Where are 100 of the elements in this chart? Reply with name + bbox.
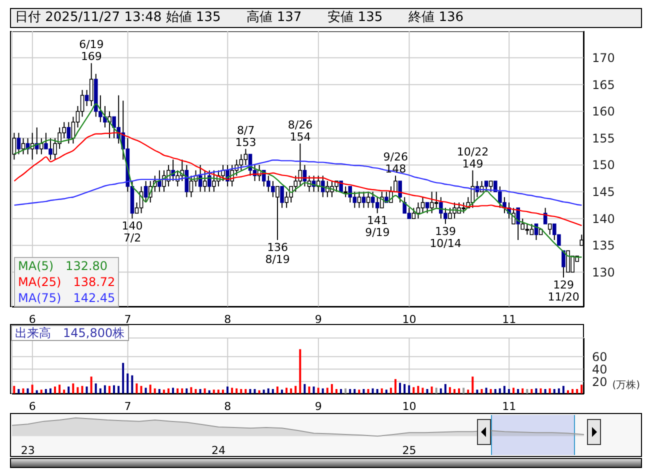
- bar: [68, 386, 70, 394]
- x-tick-label: 10: [402, 400, 416, 413]
- y-tick-label: 40: [592, 362, 608, 376]
- bar: [126, 373, 129, 394]
- text: MA(25) 138.72: [18, 274, 116, 290]
- candlestick: [425, 202, 430, 214]
- bar: [354, 389, 356, 394]
- candlestick: [380, 191, 384, 208]
- bar: [194, 389, 197, 394]
- annotation: 139 10/14: [430, 224, 462, 250]
- bar: [444, 384, 446, 394]
- x-tick-label: 8: [224, 312, 232, 326]
- bar: [272, 389, 274, 394]
- bar: [40, 390, 42, 394]
- bar: [72, 383, 74, 394]
- candlestick: [488, 180, 493, 192]
- bar: [312, 386, 315, 394]
- text: MA(5) 132.80: [18, 258, 109, 274]
- bar: [226, 386, 228, 394]
- bar: [31, 384, 34, 394]
- bar: [572, 389, 574, 394]
- x-tick-label: 7: [124, 312, 132, 326]
- bar: [530, 389, 533, 394]
- annotation: 140 7/2: [122, 220, 143, 245]
- bar: [162, 390, 165, 394]
- candlestick: [484, 180, 488, 192]
- bar: [44, 389, 47, 394]
- annotation: 141 9/19: [365, 214, 390, 240]
- bar: [299, 349, 302, 394]
- y-tick-label: 20: [592, 374, 608, 389]
- bar: [254, 389, 256, 394]
- bar: [58, 384, 61, 394]
- bar: [399, 382, 402, 394]
- candlestick: [357, 191, 362, 208]
- bar: [494, 389, 496, 394]
- x-tick-label: 8: [224, 400, 232, 413]
- candlestick: [420, 196, 425, 214]
- y-tick-label: 135: [592, 238, 615, 253]
- bar: [467, 390, 470, 394]
- bar: [526, 389, 528, 394]
- bar: [262, 390, 265, 394]
- bar: [118, 386, 120, 394]
- x-tick-label: 6: [28, 400, 36, 413]
- bar: [508, 389, 510, 394]
- bar: [122, 362, 124, 394]
- candlestick: [434, 191, 438, 208]
- bar: [517, 389, 520, 394]
- y-tick-label: 165: [592, 78, 615, 92]
- bar: [140, 386, 142, 394]
- y-tick-label: 170: [592, 51, 615, 66]
- bar: [199, 389, 202, 394]
- candlestick: [548, 223, 552, 236]
- y-tick-label: 155: [592, 131, 615, 146]
- candlestick: [530, 223, 534, 236]
- candlestick: [276, 186, 280, 241]
- bar: [280, 390, 283, 394]
- annotation: 8/26 154: [288, 118, 313, 144]
- x-tick-label: 25: [402, 444, 416, 457]
- bar: [490, 389, 492, 394]
- bar: [404, 384, 406, 394]
- x-tick-label: 23: [20, 444, 35, 457]
- bar: [104, 385, 106, 394]
- y-tick-label: 130: [592, 265, 615, 280]
- bar: [358, 390, 360, 394]
- y-tick-label: 150: [592, 158, 615, 172]
- y-axis-title: (万株): [612, 378, 640, 392]
- bar: [417, 386, 420, 394]
- bar: [90, 376, 92, 394]
- bar: [394, 379, 396, 394]
- chart-title: 日付 2025/11/27 13:48 始値 135 高値 137 安値 135 終値 136: [10, 8, 642, 28]
- bar: [81, 386, 84, 394]
- x-tick-label: 10: [402, 312, 416, 326]
- bar: [308, 386, 310, 394]
- bar: [562, 386, 564, 394]
- candlestick: [89, 62, 94, 107]
- bar: [244, 389, 247, 394]
- bar: [376, 389, 378, 394]
- x-tick-label: 9: [314, 400, 322, 413]
- x-tick-label: 11: [502, 400, 516, 413]
- bar: [412, 387, 415, 394]
- candlestick: [21, 138, 26, 155]
- candlestick: [344, 186, 348, 198]
- x-tick-label: 7: [124, 400, 132, 413]
- annotation: 136 8/19: [265, 241, 290, 266]
- bar: [340, 389, 342, 394]
- bar: [131, 375, 134, 394]
- bar: [190, 387, 192, 394]
- bar: [503, 386, 506, 394]
- bar: [362, 389, 365, 394]
- bar: [149, 384, 152, 394]
- candlestick: [520, 218, 525, 230]
- y-tick-label: 160: [592, 104, 615, 119]
- bar: [276, 386, 278, 394]
- bar: [18, 389, 20, 394]
- annotation: 6/19 169: [79, 38, 104, 64]
- annotation: 129 11/20: [548, 278, 580, 304]
- bar: [86, 386, 88, 394]
- bar: [472, 376, 474, 394]
- x-tick-label: 11: [502, 312, 516, 326]
- candlestick: [189, 175, 194, 198]
